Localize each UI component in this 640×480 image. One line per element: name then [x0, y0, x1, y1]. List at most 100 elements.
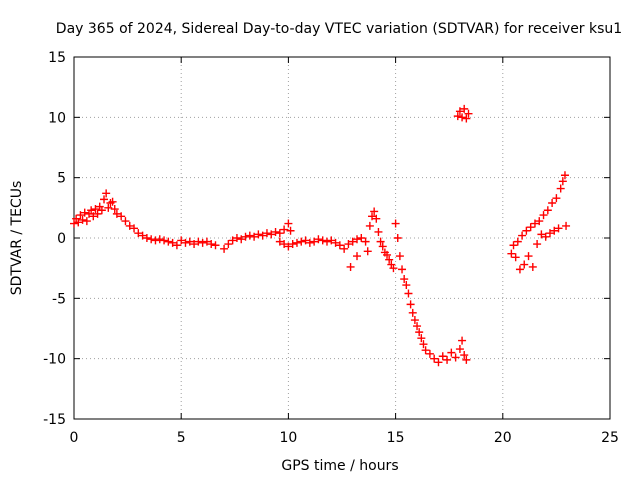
- data-point: [228, 236, 237, 245]
- data-point: [447, 348, 456, 357]
- data-point: [464, 109, 473, 118]
- y-tick-label: 5: [57, 171, 66, 187]
- data-point: [348, 237, 357, 246]
- data-point: [365, 221, 374, 230]
- data-point: [93, 209, 102, 218]
- data-point: [462, 114, 471, 123]
- data-point: [509, 241, 518, 250]
- data-point: [194, 237, 203, 246]
- data-point: [271, 227, 280, 236]
- data-point: [353, 235, 362, 244]
- data-point: [82, 217, 91, 226]
- data-point: [305, 238, 314, 247]
- data-point: [353, 252, 362, 261]
- data-point: [275, 237, 284, 246]
- data-point: [160, 236, 169, 245]
- data-point: [443, 355, 452, 364]
- data-point: [301, 236, 310, 245]
- data-point: [400, 275, 409, 284]
- data-point: [198, 238, 207, 247]
- data-point: [100, 195, 109, 204]
- data-point: [357, 234, 366, 242]
- data-point: [168, 238, 177, 247]
- data-point: [421, 346, 430, 355]
- data-point: [402, 281, 411, 290]
- data-point: [417, 334, 426, 343]
- data-point: [185, 237, 194, 246]
- data-point: [224, 240, 233, 249]
- data-point: [280, 240, 289, 249]
- data-point: [280, 225, 289, 234]
- data-point: [554, 224, 563, 233]
- data-point: [102, 189, 111, 198]
- data-point: [533, 240, 542, 249]
- data-point: [413, 322, 422, 331]
- data-point: [530, 219, 539, 228]
- data-point: [558, 177, 567, 186]
- data-point: [108, 197, 117, 206]
- data-point: [524, 252, 533, 261]
- data-point: [453, 112, 462, 121]
- data-point: [391, 219, 400, 228]
- data-point: [383, 250, 392, 259]
- chart-title: Day 365 of 2024, Sidereal Day-to-day VTE…: [56, 21, 622, 37]
- data-point: [404, 289, 413, 298]
- x-tick-label: 20: [494, 430, 512, 446]
- data-point: [455, 107, 464, 116]
- x-tick-label: 15: [387, 430, 405, 446]
- data-point: [376, 237, 385, 246]
- data-point: [543, 206, 552, 215]
- data-point: [322, 237, 331, 246]
- data-point: [87, 206, 96, 215]
- data-point: [515, 265, 524, 274]
- data-point: [562, 221, 571, 230]
- data-point: [541, 232, 550, 241]
- data-point: [372, 214, 381, 223]
- data-point: [398, 265, 407, 274]
- data-point: [560, 171, 569, 180]
- data-point: [425, 349, 434, 358]
- data-point: [275, 229, 284, 238]
- data-point: [419, 340, 428, 349]
- data-point: [539, 211, 548, 220]
- data-point: [155, 235, 164, 244]
- data-point: [406, 300, 415, 309]
- data-point: [460, 351, 469, 360]
- data-point: [511, 253, 520, 262]
- data-point: [455, 345, 464, 354]
- data-point: [556, 184, 565, 193]
- data-point: [393, 234, 402, 242]
- data-point: [346, 262, 355, 271]
- data-point: [327, 236, 336, 245]
- data-point: [142, 234, 151, 242]
- data-point: [177, 236, 186, 245]
- data-point: [250, 232, 259, 241]
- data-point: [89, 212, 98, 221]
- data-point: [134, 229, 143, 238]
- data-point: [335, 241, 344, 250]
- data-point: [258, 231, 267, 240]
- data-point: [181, 238, 190, 247]
- data-point: [528, 262, 537, 271]
- data-point: [434, 358, 443, 367]
- y-axis-label: SDTVAR / TECUs: [9, 181, 25, 296]
- data-point: [78, 215, 87, 224]
- data-point: [117, 212, 126, 221]
- data-point: [284, 242, 293, 251]
- data-point: [76, 211, 85, 220]
- data-point: [389, 264, 398, 273]
- data-point: [550, 226, 559, 235]
- data-point: [232, 234, 241, 242]
- data-point: [254, 230, 263, 239]
- data-point: [462, 355, 471, 364]
- data-point: [310, 237, 319, 246]
- data-point: [314, 235, 323, 244]
- x-axis-label: GPS time / hours: [281, 458, 398, 474]
- data-point: [147, 235, 156, 244]
- data-point: [458, 113, 467, 122]
- data-point: [363, 247, 372, 256]
- data-point: [340, 244, 349, 253]
- data-point: [267, 230, 276, 239]
- data-point: [507, 249, 516, 258]
